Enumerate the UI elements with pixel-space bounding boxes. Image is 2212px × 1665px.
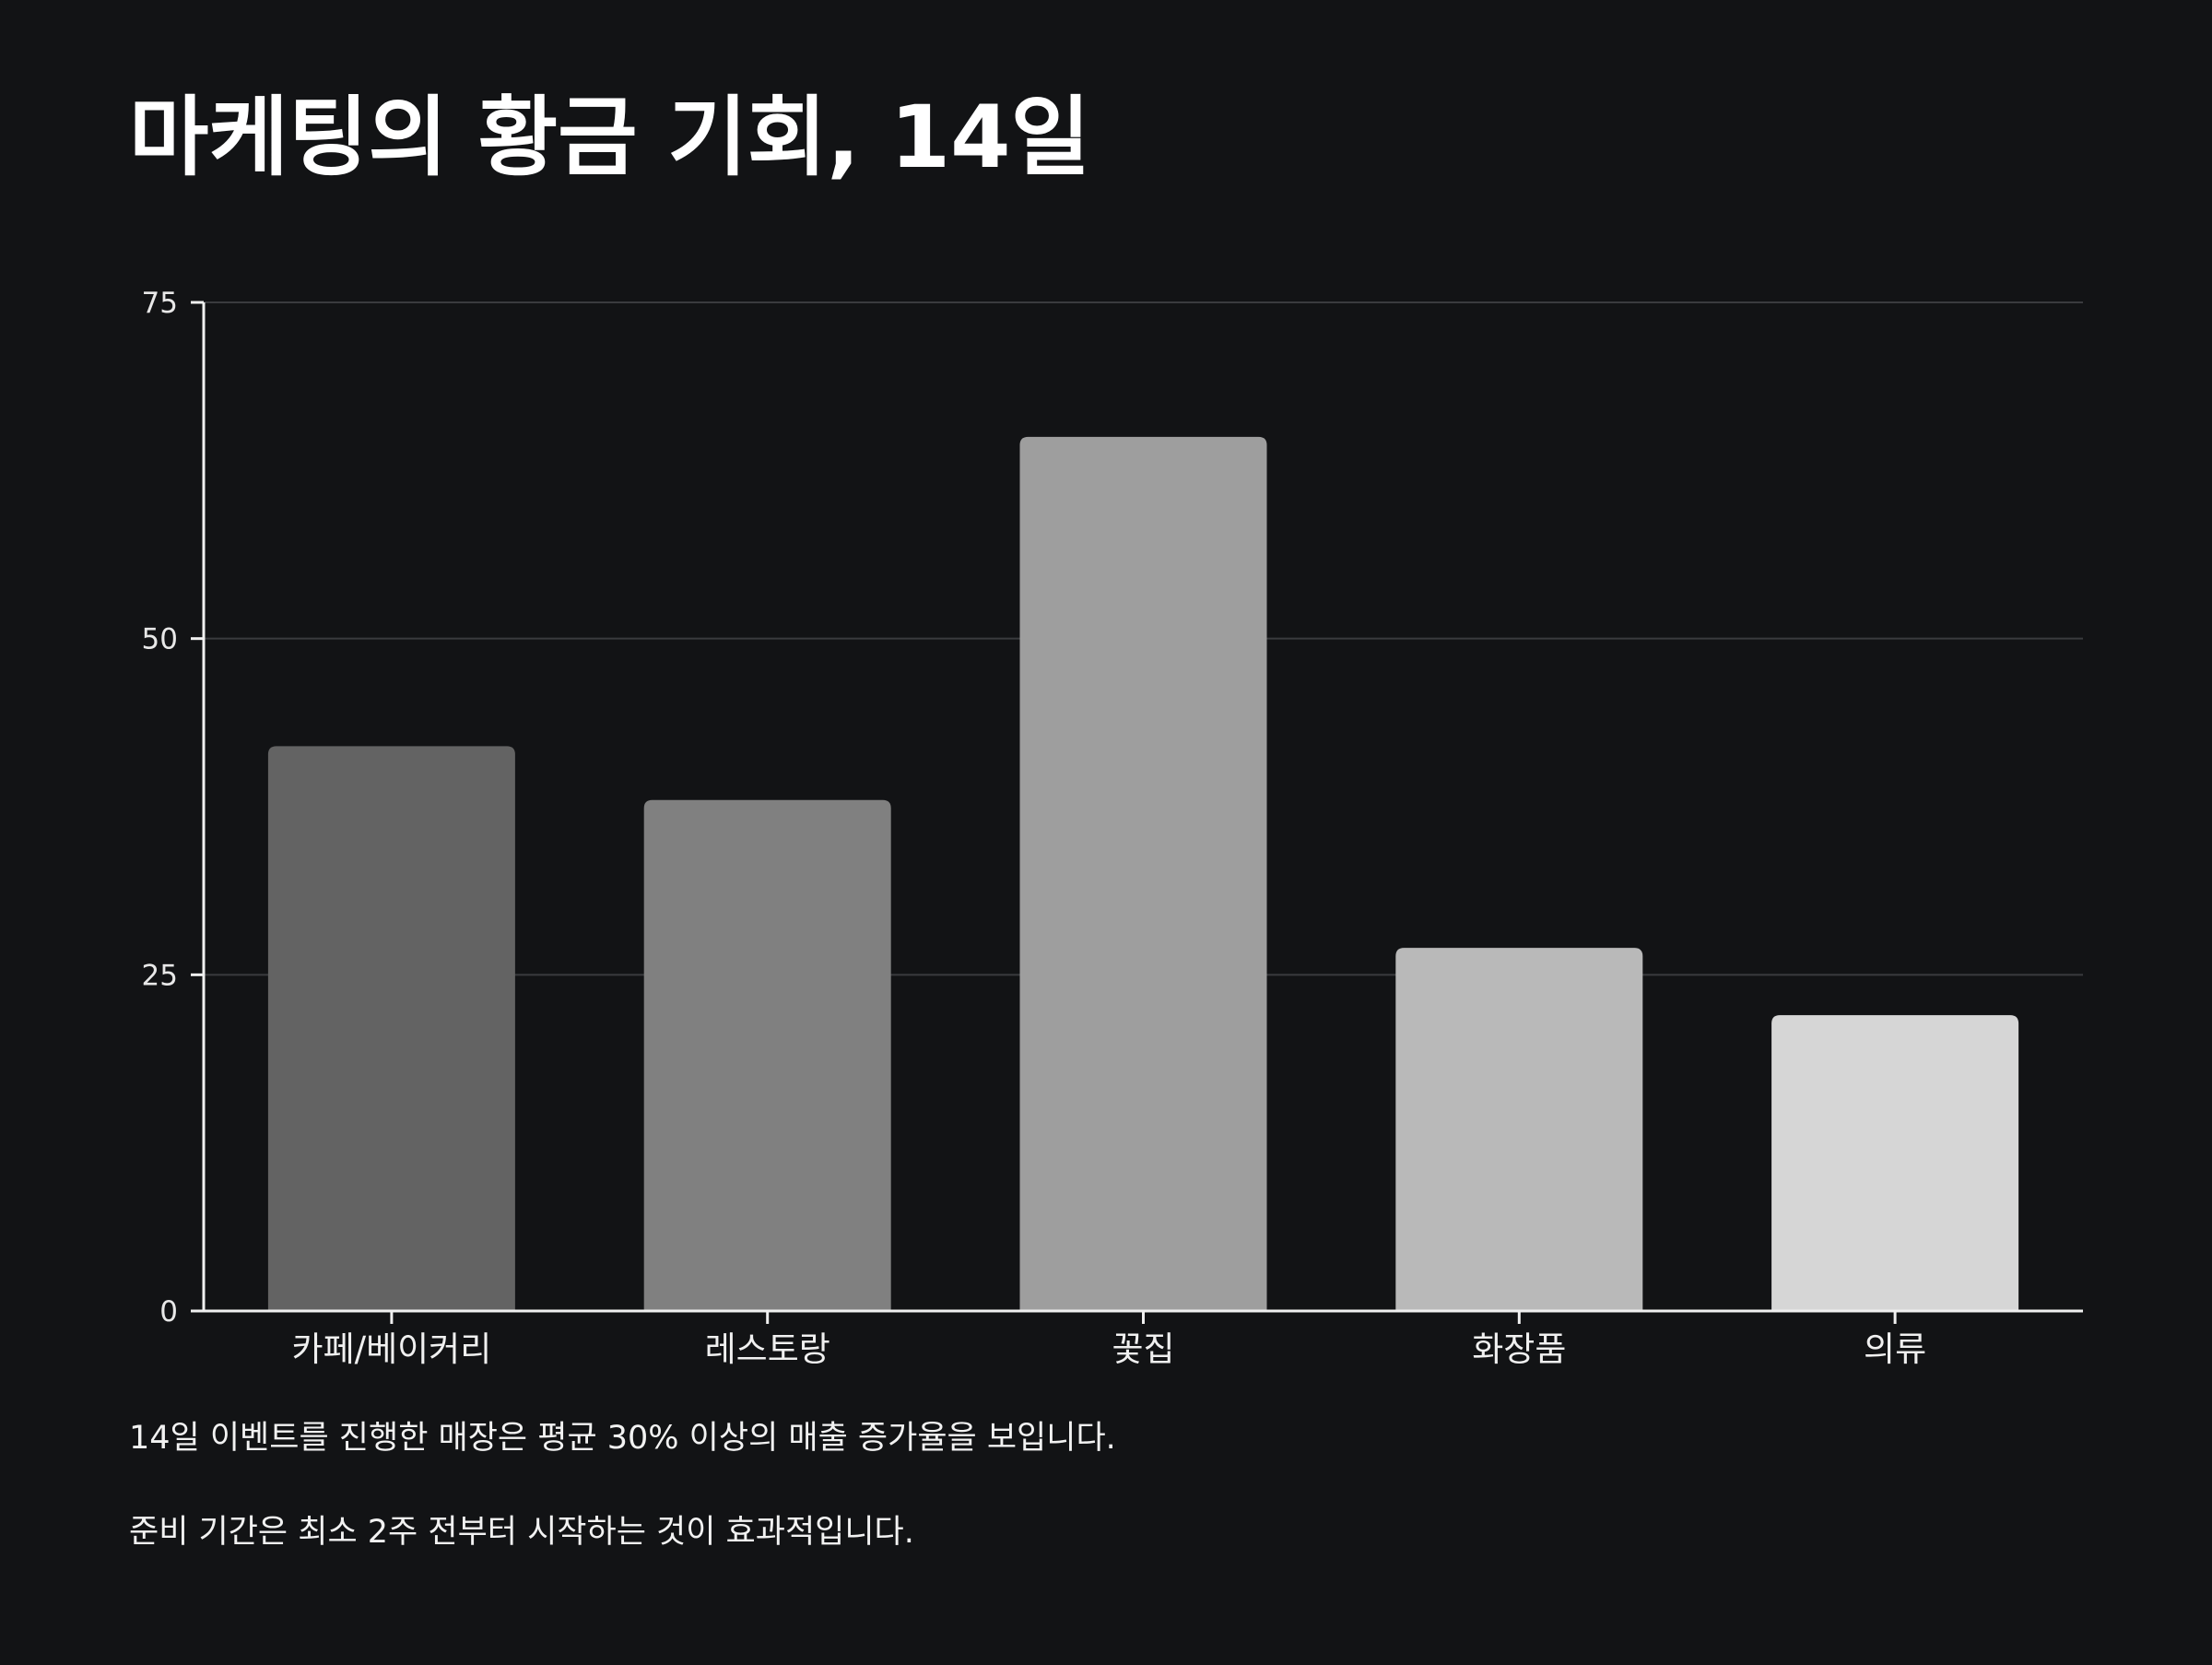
x-tick-label: 카페/베이커리	[292, 1329, 492, 1369]
footnote-2: 준비 기간은 최소 2주 전부터 시작하는 것이 효과적입니다.	[129, 1514, 914, 1551]
bar-4	[1395, 948, 1643, 1311]
x-tick-labels: 카페/베이커리 레스토랑 꽃집 화장품 의류	[292, 1329, 1927, 1369]
chart-title: 마케팅의 황금 기회, 14일	[129, 88, 1091, 188]
footnote-1: 14일 이벤트를 진행한 매장은 평균 30% 이상의 매출 증가율을 보입니다…	[129, 1420, 1116, 1457]
x-tick-label: 레스토랑	[705, 1329, 830, 1369]
x-tick-label: 의류	[1864, 1329, 1926, 1369]
y-tick-label: 50	[142, 623, 178, 656]
x-tick-label: 화장품	[1472, 1329, 1566, 1369]
y-tick-labels: 0 25 50 75	[142, 287, 178, 1328]
y-tick-label: 25	[142, 959, 178, 992]
x-tick-label: 꽃집	[1112, 1329, 1174, 1369]
bar-1	[267, 746, 515, 1311]
bars	[267, 436, 2019, 1311]
y-tick-label: 75	[142, 287, 178, 320]
axes	[191, 301, 2083, 1324]
bar-3	[1019, 436, 1267, 1311]
bar-2	[643, 799, 891, 1311]
y-tick-label: 0	[159, 1295, 178, 1328]
bar-chart: 0 25 50 75 카페/베이커리 레스토랑 꽃집 화장품 의류	[142, 287, 2083, 1369]
bar-5	[1771, 1015, 2019, 1311]
